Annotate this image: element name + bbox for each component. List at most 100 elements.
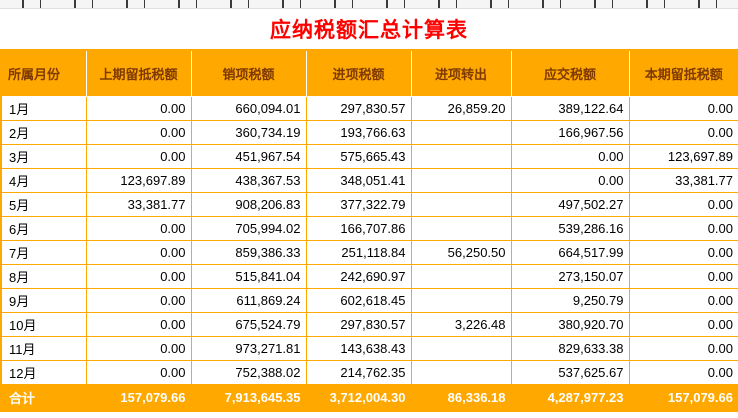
month-cell[interactable]: 5月 <box>0 192 87 217</box>
value-cell[interactable] <box>410 288 512 313</box>
value-cell[interactable]: 438,367.53 <box>190 168 307 193</box>
month-cell[interactable]: 8月 <box>0 264 87 289</box>
value-cell[interactable]: 3,226.48 <box>410 312 512 337</box>
month-cell[interactable]: 2月 <box>0 120 87 145</box>
value-cell[interactable] <box>410 216 512 241</box>
value-cell[interactable]: 166,967.56 <box>510 120 630 145</box>
column-header[interactable]: 上期留抵税额 <box>85 49 192 97</box>
value-cell[interactable] <box>410 264 512 289</box>
month-cell[interactable]: 7月 <box>0 240 87 265</box>
value-cell[interactable]: 380,920.70 <box>510 312 630 337</box>
value-cell[interactable]: 157,079.66 <box>85 384 192 412</box>
value-cell[interactable]: 602,618.45 <box>305 288 412 313</box>
value-cell[interactable]: 242,690.97 <box>305 264 412 289</box>
value-cell[interactable]: 515,841.04 <box>190 264 307 289</box>
value-cell[interactable] <box>410 144 512 169</box>
value-cell[interactable]: 389,122.64 <box>510 96 630 121</box>
column-header[interactable]: 进项转出 <box>410 49 512 97</box>
value-cell[interactable]: 3,712,004.30 <box>305 384 412 412</box>
value-cell[interactable]: 0.00 <box>85 120 192 145</box>
value-cell[interactable]: 0.00 <box>628 288 738 313</box>
value-cell[interactable] <box>410 120 512 145</box>
value-cell[interactable]: 0.00 <box>628 216 738 241</box>
month-cell[interactable]: 10月 <box>0 312 87 337</box>
value-cell[interactable]: 497,502.27 <box>510 192 630 217</box>
value-cell[interactable]: 705,994.02 <box>190 216 307 241</box>
value-cell[interactable]: 859,386.33 <box>190 240 307 265</box>
month-cell[interactable]: 4月 <box>0 168 87 193</box>
value-cell[interactable]: 297,830.57 <box>305 96 412 121</box>
total-label-cell[interactable]: 合计 <box>0 384 87 412</box>
value-cell[interactable]: 0.00 <box>85 96 192 121</box>
value-cell[interactable]: 26,859.20 <box>410 96 512 121</box>
value-cell[interactable]: 0.00 <box>85 264 192 289</box>
month-cell[interactable]: 11月 <box>0 336 87 361</box>
month-cell[interactable]: 1月 <box>0 96 87 121</box>
value-cell[interactable] <box>410 360 512 385</box>
table-row: 7月 0.00 859,386.33 251,118.84 56,250.50 664,5… <box>0 240 738 265</box>
value-cell[interactable]: 0.00 <box>628 336 738 361</box>
value-cell[interactable]: 0.00 <box>628 192 738 217</box>
value-cell[interactable]: 33,381.77 <box>628 168 738 193</box>
value-cell[interactable]: 539,286.16 <box>510 216 630 241</box>
value-cell[interactable]: 0.00 <box>628 240 738 265</box>
value-cell[interactable]: 9,250.79 <box>510 288 630 313</box>
month-cell[interactable]: 12月 <box>0 360 87 385</box>
value-cell[interactable]: 4,287,977.23 <box>510 384 630 412</box>
value-cell[interactable]: 0.00 <box>628 120 738 145</box>
value-cell[interactable]: 143,638.43 <box>305 336 412 361</box>
value-cell[interactable]: 611,869.24 <box>190 288 307 313</box>
value-cell[interactable]: 451,967.54 <box>190 144 307 169</box>
value-cell[interactable]: 157,079.66 <box>628 384 738 412</box>
value-cell[interactable]: 33,381.77 <box>85 192 192 217</box>
value-cell[interactable]: 537,625.67 <box>510 360 630 385</box>
value-cell[interactable]: 0.00 <box>510 168 630 193</box>
value-cell[interactable]: 575,665.43 <box>305 144 412 169</box>
value-cell[interactable] <box>410 168 512 193</box>
column-header[interactable]: 销项税额 <box>190 49 307 97</box>
value-cell[interactable]: 0.00 <box>628 360 738 385</box>
value-cell[interactable]: 660,094.01 <box>190 96 307 121</box>
value-cell[interactable]: 193,766.63 <box>305 120 412 145</box>
value-cell[interactable]: 829,633.38 <box>510 336 630 361</box>
value-cell[interactable]: 0.00 <box>85 240 192 265</box>
value-cell[interactable]: 123,697.89 <box>628 144 738 169</box>
column-header[interactable]: 所属月份 <box>0 49 87 97</box>
value-cell[interactable]: 360,734.19 <box>190 120 307 145</box>
value-cell[interactable]: 0.00 <box>85 144 192 169</box>
value-cell[interactable]: 377,322.79 <box>305 192 412 217</box>
value-cell[interactable]: 214,762.35 <box>305 360 412 385</box>
table-row: 12月 0.00 752,388.02 214,762.35 537,625.67 0.0… <box>0 360 738 385</box>
column-header[interactable]: 本期留抵税额 <box>628 49 738 97</box>
value-cell[interactable]: 297,830.57 <box>305 312 412 337</box>
month-cell[interactable]: 3月 <box>0 144 87 169</box>
value-cell[interactable]: 0.00 <box>85 216 192 241</box>
value-cell[interactable]: 273,150.07 <box>510 264 630 289</box>
value-cell[interactable] <box>410 336 512 361</box>
month-cell[interactable]: 9月 <box>0 288 87 313</box>
value-cell[interactable]: 0.00 <box>510 144 630 169</box>
value-cell[interactable]: 664,517.99 <box>510 240 630 265</box>
value-cell[interactable]: 0.00 <box>85 288 192 313</box>
value-cell[interactable]: 0.00 <box>628 264 738 289</box>
value-cell[interactable]: 0.00 <box>85 336 192 361</box>
value-cell[interactable]: 56,250.50 <box>410 240 512 265</box>
value-cell[interactable]: 86,336.18 <box>410 384 512 412</box>
value-cell[interactable]: 908,206.83 <box>190 192 307 217</box>
value-cell[interactable]: 7,913,645.35 <box>190 384 307 412</box>
value-cell[interactable] <box>410 192 512 217</box>
value-cell[interactable]: 752,388.02 <box>190 360 307 385</box>
column-header[interactable]: 进项税额 <box>305 49 412 97</box>
value-cell[interactable]: 675,524.79 <box>190 312 307 337</box>
value-cell[interactable]: 0.00 <box>85 360 192 385</box>
column-header[interactable]: 应交税额 <box>510 49 630 97</box>
value-cell[interactable]: 348,051.41 <box>305 168 412 193</box>
month-cell[interactable]: 6月 <box>0 216 87 241</box>
value-cell[interactable]: 973,271.81 <box>190 336 307 361</box>
value-cell[interactable]: 123,697.89 <box>85 168 192 193</box>
value-cell[interactable]: 0.00 <box>85 312 192 337</box>
value-cell[interactable]: 0.00 <box>628 96 738 121</box>
value-cell[interactable]: 251,118.84 <box>305 240 412 265</box>
value-cell[interactable]: 0.00 <box>628 312 738 337</box>
value-cell[interactable]: 166,707.86 <box>305 216 412 241</box>
